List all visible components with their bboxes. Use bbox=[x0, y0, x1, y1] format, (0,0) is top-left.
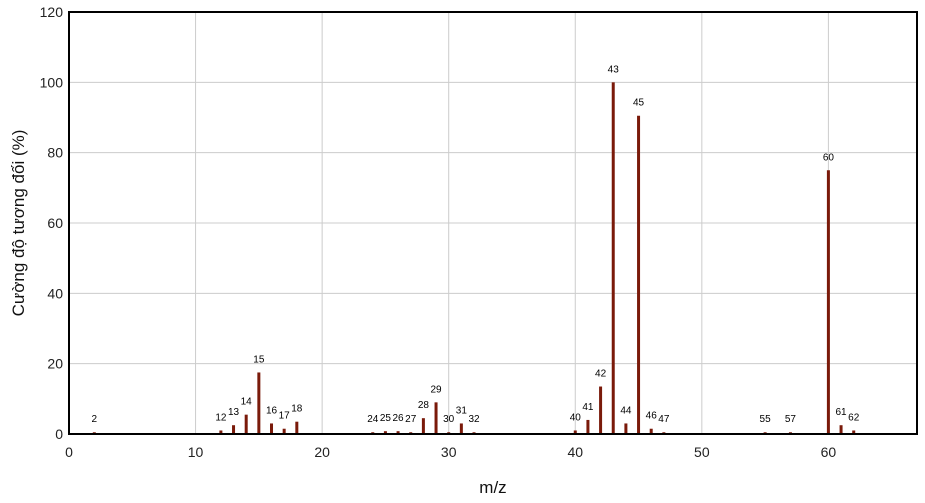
bar-mz-29 bbox=[434, 402, 438, 434]
peak-label-57: 57 bbox=[785, 414, 797, 425]
y-tick-label: 120 bbox=[40, 4, 64, 20]
bar-mz-13 bbox=[232, 425, 236, 434]
peak-label-43: 43 bbox=[608, 64, 620, 75]
y-tick-label: 40 bbox=[47, 285, 63, 301]
bar-mz-31 bbox=[459, 423, 463, 434]
y-axis-title: Cường độ tương đối (%) bbox=[9, 130, 28, 317]
peak-label-14: 14 bbox=[241, 397, 253, 408]
peak-label-17: 17 bbox=[279, 411, 291, 422]
peak-label-29: 29 bbox=[430, 384, 442, 395]
bar-mz-40 bbox=[573, 430, 577, 434]
x-tick-label: 60 bbox=[821, 444, 837, 460]
x-tick-label: 0 bbox=[65, 444, 73, 460]
bar-mz-41 bbox=[586, 419, 590, 434]
bar-mz-43 bbox=[611, 82, 615, 434]
bar-mz-25 bbox=[383, 431, 387, 434]
grid-lines bbox=[69, 12, 917, 434]
peak-label-62: 62 bbox=[848, 412, 860, 423]
peak-label-13: 13 bbox=[228, 407, 240, 418]
peak-label-44: 44 bbox=[620, 405, 632, 416]
peak-label-15: 15 bbox=[253, 354, 265, 365]
y-tick-labels: 0 20 40 60 80 100 120 bbox=[40, 4, 64, 442]
peak-label-46: 46 bbox=[646, 411, 658, 422]
bar-mz-18 bbox=[295, 421, 299, 434]
bar-mz-17 bbox=[282, 428, 286, 434]
x-axis-title: m/z bbox=[479, 478, 506, 497]
bar-mz-62 bbox=[852, 430, 856, 434]
bar-mz-45 bbox=[637, 115, 641, 434]
peak-label-45: 45 bbox=[633, 98, 645, 109]
x-tick-label: 50 bbox=[694, 444, 710, 460]
bar-mz-60 bbox=[826, 170, 830, 434]
y-tick-label: 0 bbox=[55, 426, 63, 442]
peak-label-32: 32 bbox=[468, 414, 480, 425]
y-tick-label: 20 bbox=[47, 356, 63, 372]
x-tick-label: 20 bbox=[314, 444, 330, 460]
peak-label-18: 18 bbox=[291, 404, 303, 415]
peak-label-61: 61 bbox=[835, 407, 847, 418]
bar-mz-14 bbox=[244, 414, 248, 434]
bar-mz-61 bbox=[839, 425, 843, 434]
x-tick-label: 40 bbox=[567, 444, 583, 460]
bar-mz-26 bbox=[396, 431, 400, 434]
x-tick-labels: 0 10 20 30 40 50 60 bbox=[65, 444, 836, 460]
peak-label-12: 12 bbox=[215, 412, 227, 423]
y-tick-label: 60 bbox=[47, 215, 63, 231]
peak-label-42: 42 bbox=[595, 369, 607, 380]
peak-label-2: 2 bbox=[92, 414, 98, 425]
bars bbox=[92, 82, 856, 434]
peak-label-41: 41 bbox=[582, 402, 594, 413]
peak-label-26: 26 bbox=[393, 413, 405, 424]
bar-mz-15 bbox=[257, 372, 261, 434]
x-tick-label: 10 bbox=[188, 444, 204, 460]
peak-label-30: 30 bbox=[443, 414, 455, 425]
bar-mz-44 bbox=[624, 423, 628, 434]
x-tick-label: 30 bbox=[441, 444, 457, 460]
peak-label-47: 47 bbox=[658, 414, 670, 425]
bar-mz-28 bbox=[421, 418, 425, 434]
peak-label-31: 31 bbox=[456, 405, 468, 416]
peak-label-24: 24 bbox=[367, 414, 379, 425]
y-tick-label: 100 bbox=[40, 74, 64, 90]
peak-label-60: 60 bbox=[823, 152, 835, 163]
peak-label-55: 55 bbox=[760, 414, 772, 425]
peak-label-25: 25 bbox=[380, 413, 392, 424]
y-tick-label: 80 bbox=[47, 145, 63, 161]
plot-frame bbox=[68, 11, 918, 435]
peak-label-40: 40 bbox=[570, 412, 582, 423]
bar-mz-12 bbox=[219, 430, 223, 434]
peak-label-16: 16 bbox=[266, 405, 278, 416]
bar-mz-42 bbox=[599, 386, 603, 434]
peak-label-27: 27 bbox=[405, 414, 417, 425]
bar-mz-16 bbox=[270, 423, 274, 434]
bar-mz-46 bbox=[649, 428, 653, 434]
peak-label-28: 28 bbox=[418, 400, 430, 411]
